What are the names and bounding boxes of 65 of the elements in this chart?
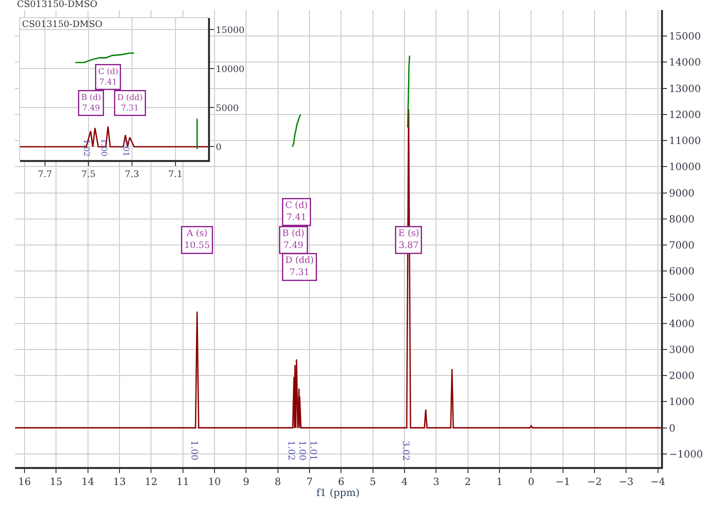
- y-tick-label: 14000: [669, 58, 701, 69]
- x-tick-label: 6: [338, 477, 344, 488]
- x-tick-label: 2: [464, 477, 472, 488]
- y-tick-label: 7000: [669, 240, 694, 252]
- y-tick-label: 4000: [669, 318, 694, 330]
- y-tick-label: 2000: [669, 371, 694, 382]
- chart-title: CS013150-DMSO: [17, 0, 98, 10]
- x-tick-label: 8: [274, 477, 282, 488]
- x-tick-label: 7.1: [168, 170, 183, 180]
- y-tick-label: 3000: [669, 344, 694, 356]
- annotation: 1.00: [100, 138, 109, 156]
- annotation: C (d) 7.41: [98, 67, 118, 87]
- y-tick-label: 0: [216, 142, 222, 153]
- y-tick-label: 10000: [216, 64, 245, 75]
- y-tick-label: 5000: [669, 292, 694, 304]
- annotation: D (dd) 7.31: [117, 93, 143, 113]
- x-tick-label: 3: [432, 477, 440, 488]
- x-tick-label: −4: [650, 477, 666, 488]
- annotation: D (dd) 7.31: [285, 256, 314, 278]
- annotation: 1.01: [307, 440, 318, 460]
- x-tick-label: −3: [618, 477, 634, 488]
- y-tick-label: 13000: [669, 84, 701, 95]
- x-tick-label: 7.3: [124, 170, 140, 180]
- y-tick-label: 15000: [216, 26, 245, 36]
- annotation: A (s) 10.55: [184, 229, 210, 251]
- x-tick-label: 4: [401, 477, 408, 488]
- x-tick-label: 9: [242, 477, 250, 488]
- annotation: 1.00: [296, 440, 306, 461]
- x-tick-label: 13: [113, 477, 126, 488]
- x-tick-label: −2: [587, 477, 602, 488]
- x-tick-label: 7.5: [81, 170, 96, 180]
- annotation: 1.00: [188, 440, 199, 461]
- x-tick-label: 12: [144, 477, 158, 488]
- y-tick-label: −1000: [669, 449, 703, 460]
- x-tick-label: 7.7: [38, 170, 52, 180]
- x-tick-label: 0: [528, 477, 534, 488]
- annotation: C (d) 7.41: [285, 201, 308, 223]
- x-tick-label: 5: [370, 477, 376, 488]
- x-tick-label: 10: [208, 477, 221, 488]
- annotation: 1.02: [285, 440, 296, 460]
- y-tick-label: 9000: [669, 188, 694, 200]
- y-tick-label: 0: [669, 423, 676, 434]
- x-tick-label: 11: [176, 477, 190, 488]
- y-tick-label: 15000: [669, 32, 701, 43]
- y-tick-label: 8000: [669, 214, 694, 226]
- y-tick-label: 6000: [669, 266, 694, 278]
- annotation: 1.01: [121, 138, 130, 157]
- y-tick-label: 12000: [669, 110, 701, 121]
- x-tick-label: 14: [81, 477, 94, 488]
- annotation: B (d) 7.49: [282, 229, 304, 251]
- y-tick-label: 10000: [669, 162, 701, 174]
- x-tick-label: 7: [306, 477, 313, 488]
- x-axis-title: f1 (ppm): [316, 488, 360, 499]
- x-tick-label: 15: [50, 477, 63, 488]
- annotation: B (d) 7.49: [81, 93, 101, 113]
- y-tick-label: 5000: [216, 104, 239, 114]
- annotation: 3.02: [400, 440, 410, 461]
- annotation: 1.02: [82, 138, 92, 157]
- x-tick-label: 1: [496, 477, 503, 488]
- x-tick-label: 16: [18, 477, 31, 488]
- chart-title: CS013150-DMSO: [22, 20, 102, 30]
- y-tick-label: 11000: [669, 136, 701, 148]
- annotation: E (s) 3.87: [398, 229, 420, 251]
- y-tick-label: 1000: [669, 397, 694, 408]
- x-tick-label: −1: [555, 477, 570, 488]
